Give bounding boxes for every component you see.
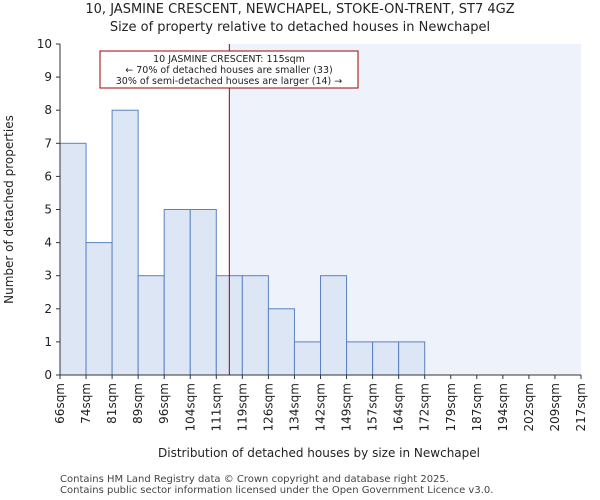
chart: 0 1 2 3 4 5 6 7 8 9 10 66sqm 74sqm 81sqm 89sqm 96sqm 10… — [2, 37, 588, 460]
x-tick-label: 74sqm — [79, 383, 93, 424]
y-tick-label: 9 — [44, 70, 52, 84]
y-tick-label: 2 — [44, 302, 52, 316]
y-tick-label: 8 — [44, 103, 52, 117]
x-tick-label: 179sqm — [444, 383, 458, 431]
x-tick-label: 157sqm — [366, 383, 380, 431]
x-tick-label: 149sqm — [340, 383, 354, 431]
bar-157sqm — [372, 341, 400, 376]
x-axis-label: Distribution of detached houses by size … — [158, 446, 480, 460]
x-tick-label: 142sqm — [314, 383, 328, 431]
x-tick-label: 66sqm — [53, 383, 67, 424]
x-tick-label: 119sqm — [235, 383, 249, 431]
bar-74sqm — [85, 242, 113, 376]
y-tick-label: 1 — [44, 335, 52, 349]
x-tick-label: 96sqm — [157, 383, 171, 424]
bar-119sqm — [241, 275, 269, 376]
bar-126sqm — [267, 308, 295, 376]
y-tick-label: 6 — [44, 169, 52, 183]
bar-142sqm — [320, 275, 348, 376]
y-tick-label: 7 — [44, 136, 52, 150]
footer-licence: Contains public sector information licen… — [60, 485, 494, 496]
x-tick-label: 217sqm — [574, 383, 588, 431]
footer-copyright: Contains HM Land Registry data © Crown c… — [60, 474, 449, 485]
x-tick-label: 111sqm — [209, 383, 223, 431]
bar-96sqm — [163, 209, 191, 376]
y-axis-label: Number of detached properties — [2, 115, 16, 304]
bar-66sqm — [59, 142, 87, 376]
annotation-line-1: 10 JASMINE CRESCENT: 115sqm — [153, 54, 305, 65]
bar-134sqm — [293, 341, 322, 376]
y-tick-label: 0 — [44, 368, 52, 382]
x-tick-label: 81sqm — [105, 383, 119, 424]
x-tick-label: 126sqm — [261, 383, 275, 431]
bar-81sqm — [111, 109, 139, 376]
annotation-box — [99, 50, 359, 89]
x-tick-label: 172sqm — [418, 383, 432, 431]
x-tick-label: 134sqm — [287, 383, 301, 431]
x-tick-label: 187sqm — [470, 383, 484, 431]
annotation-line-2: ← 70% of detached houses are smaller (33… — [125, 65, 332, 76]
x-tick-label: 104sqm — [183, 383, 197, 431]
y-tick-label: 10 — [37, 37, 52, 51]
x-tick-label: 194sqm — [496, 383, 510, 431]
y-tick-label: 5 — [44, 203, 52, 217]
bar-89sqm — [137, 275, 165, 376]
annotation-line-3: 30% of semi-detached houses are larger (… — [116, 76, 343, 87]
chart-title: 10, JASMINE CRESCENT, NEWCHAPEL, STOKE-O… — [85, 2, 515, 17]
bar-104sqm — [189, 209, 217, 376]
bar-149sqm — [346, 341, 374, 376]
y-tick-label: 3 — [44, 269, 52, 283]
x-tick-label: 202sqm — [522, 383, 536, 431]
x-tick-label: 164sqm — [392, 383, 406, 431]
x-tick-label: 209sqm — [548, 383, 562, 431]
x-tick-label: 89sqm — [131, 383, 145, 424]
chart-subtitle: Size of property relative to detached ho… — [109, 20, 491, 35]
y-tick-label: 4 — [44, 236, 52, 250]
bar-164sqm — [398, 341, 426, 376]
